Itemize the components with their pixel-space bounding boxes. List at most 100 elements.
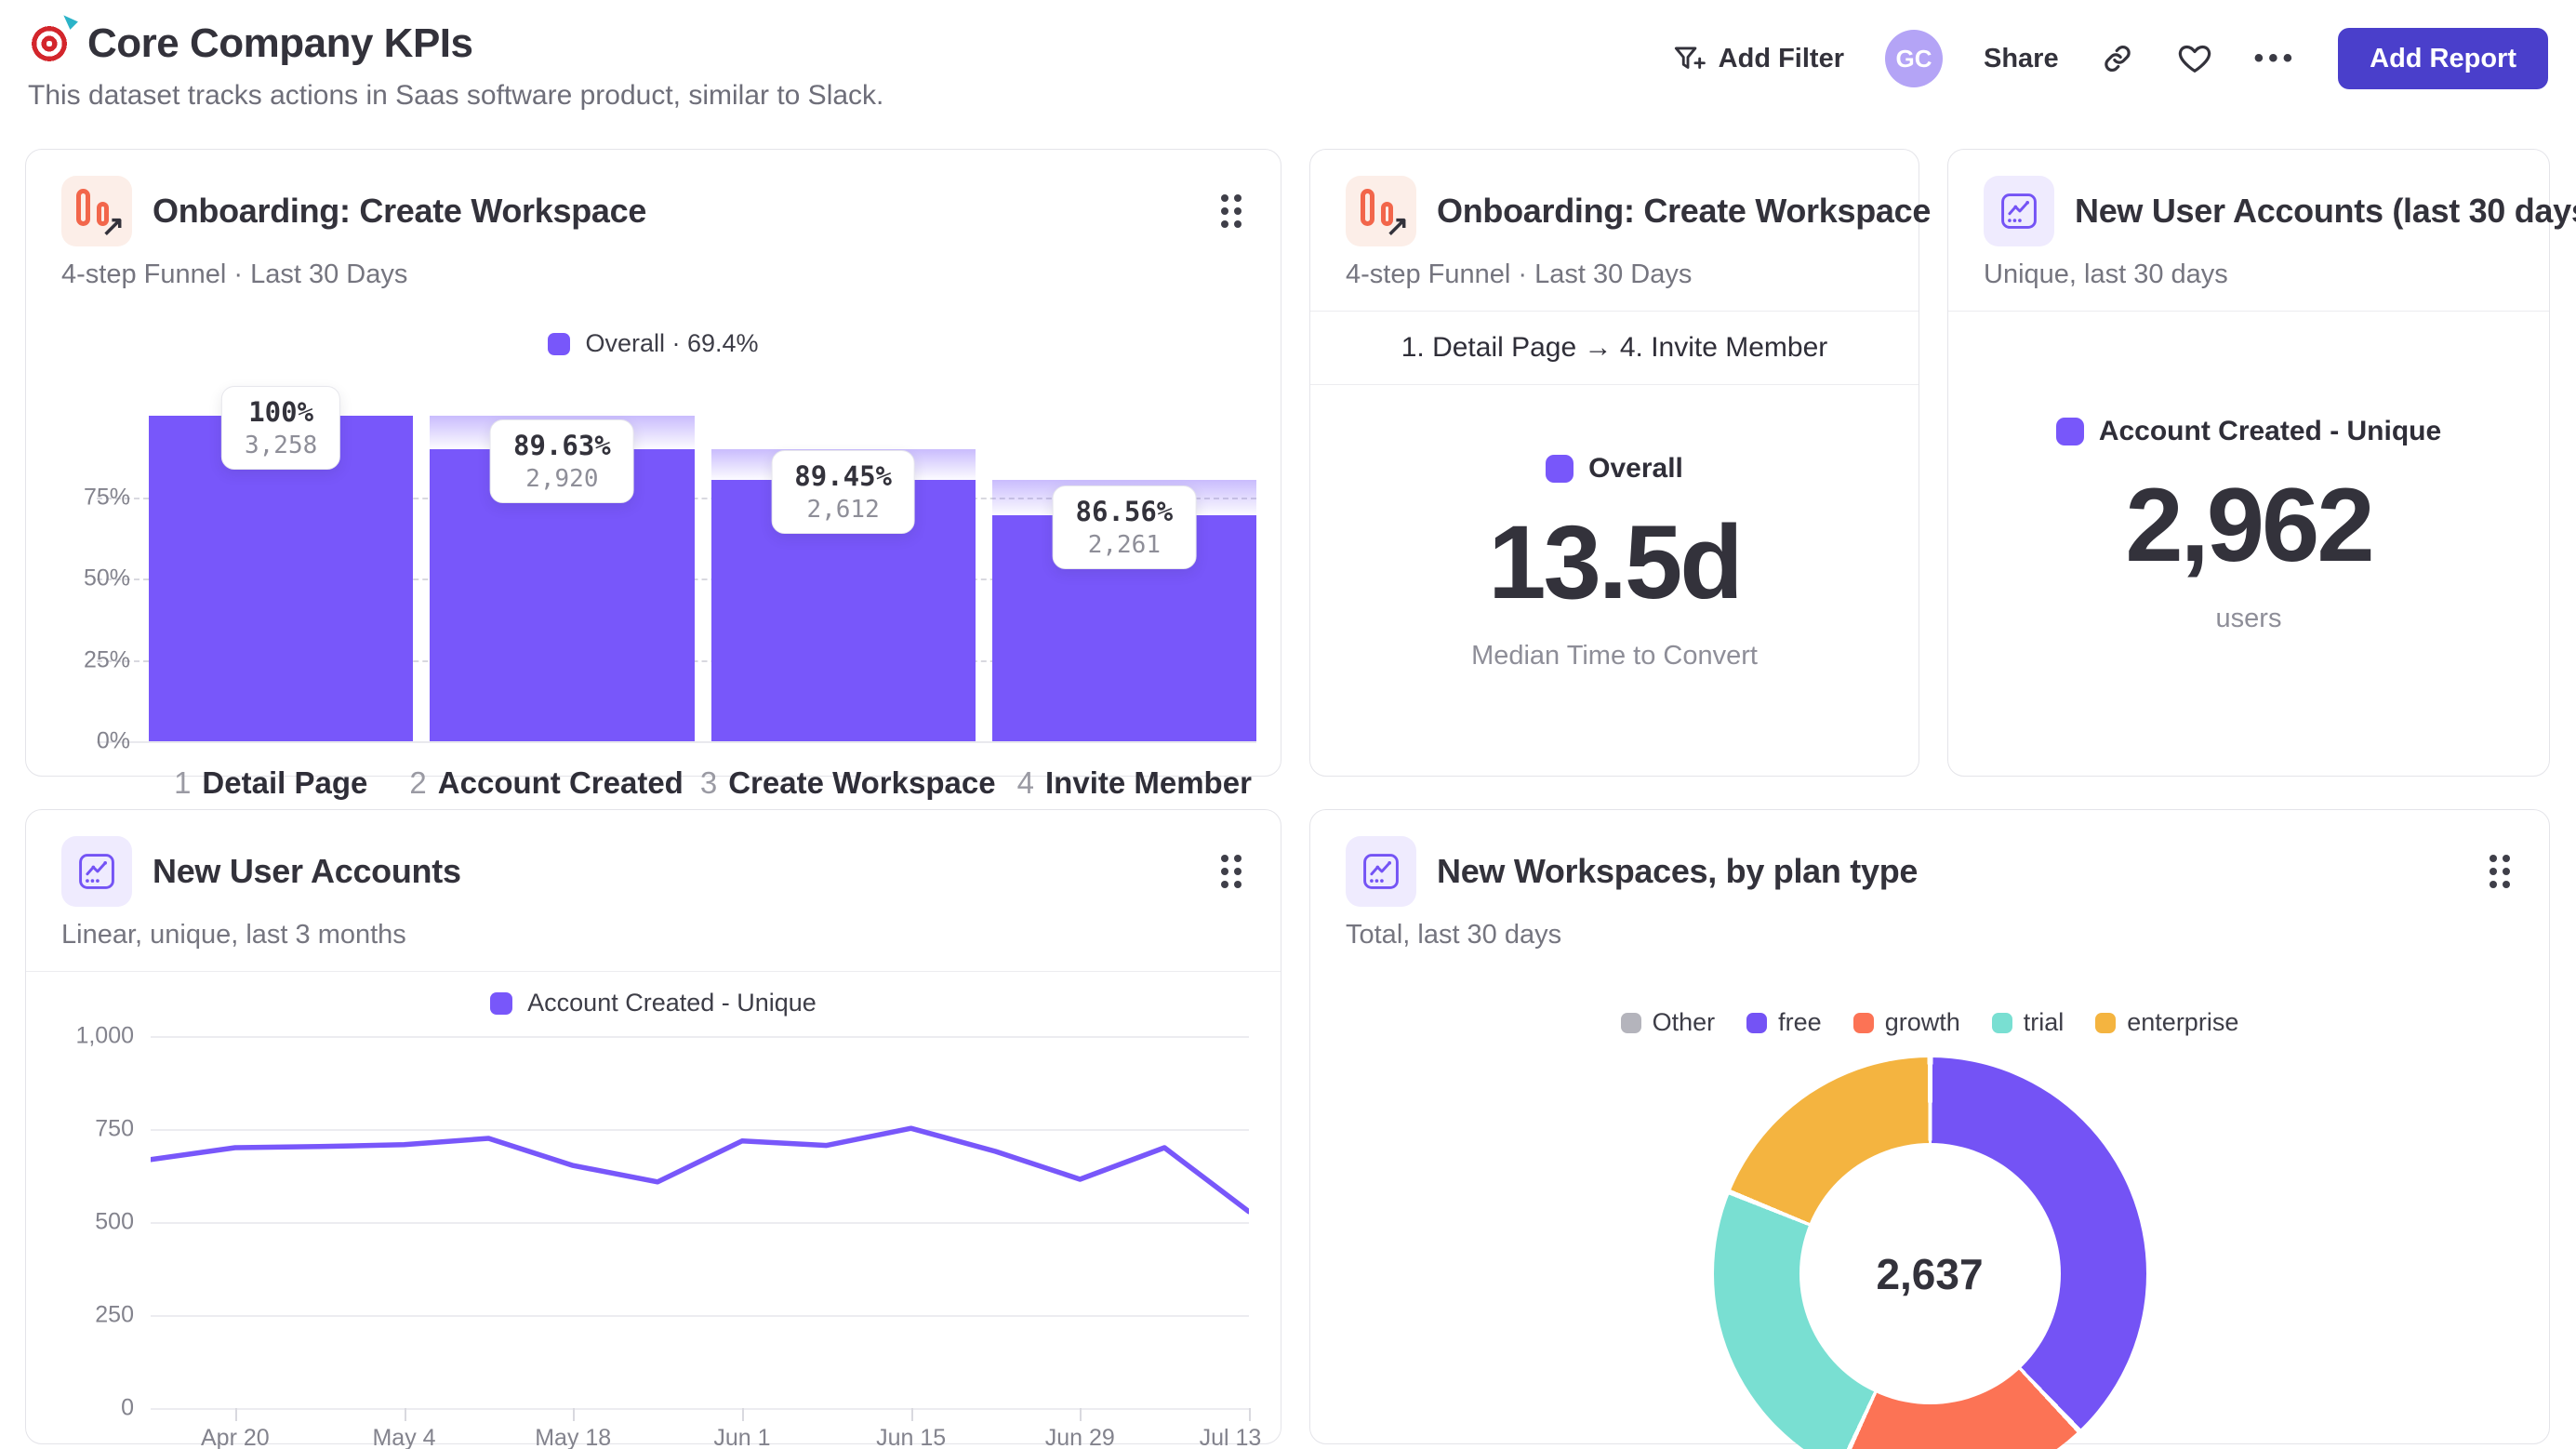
card-title: New Workspaces, by plan type (1437, 852, 1919, 890)
card-subtitle: Total, last 30 days (1346, 920, 1562, 950)
metric-legend[interactable]: Overall (1546, 453, 1683, 485)
funnel-bars: 100% 3,258 89.63% 2,920 89.45% 2,612 86.56% 2,2… (149, 386, 1256, 741)
metric-value: 2,962 (2125, 467, 2374, 583)
funnel-bar[interactable]: 86.56% 2,261 (991, 416, 1256, 741)
gridline (97, 741, 1256, 743)
card-subtitle: 4-step Funnel · Last 30 Days (1346, 259, 1693, 289)
legend-chip (1546, 454, 1574, 483)
card-median-time: ↗ Onboarding: Create Workspace 4-step Fu… (1309, 149, 1976, 777)
drag-handle-icon[interactable] (2486, 851, 2514, 892)
page-header: Core Company KPIs This dataset tracks ac… (0, 0, 2576, 149)
legend-chip (1746, 1012, 1768, 1033)
legend-item-other[interactable]: Other (1620, 1008, 1716, 1037)
funnel-bar[interactable]: 100% 3,258 (149, 386, 414, 741)
legend-chip (2055, 418, 2084, 445)
y-axis-label: 500 (95, 1208, 134, 1235)
card-title: New User Accounts (153, 852, 461, 890)
funnel-step-labels: 1 Detail Page 2 Account Created 3 Create Work… (149, 765, 1256, 801)
funnel-step-label: 3 Create Workspace (699, 765, 996, 800)
x-axis-tick (404, 1408, 406, 1421)
favorite-heart-icon[interactable] (2176, 40, 2213, 77)
x-axis-tick (910, 1408, 913, 1421)
funnel-step-label: 2 Account Created (409, 765, 684, 800)
x-axis-label: Apr 20 (201, 1425, 270, 1449)
card-new-user-accounts-30d: New User Accounts (last 30 days) Unique,… (1947, 149, 2576, 777)
funnel-report-icon: ↗ (1346, 176, 1416, 246)
funnel-step-label: 4 Invite Member (1016, 765, 1252, 800)
target-emoji-icon (28, 22, 71, 65)
line-chart[interactable]: 0 250 500 750 1,000 Apr 20 May 4 May 18 Jun 1 Jun… (52, 1023, 1261, 1449)
insights-report-icon (1346, 836, 1416, 907)
legend-label: trial (2023, 1008, 2065, 1036)
funnel-value-label: 89.45% 2,612 (771, 450, 916, 535)
legend-item-free[interactable]: free (1746, 1008, 1822, 1037)
legend-item-enterprise[interactable]: enterprise (2095, 1008, 2238, 1037)
divider (26, 971, 1281, 972)
y-axis-label: 50% (83, 565, 130, 592)
y-axis-label: 75% (83, 484, 130, 510)
x-axis-tick (741, 1408, 744, 1421)
funnel-bar[interactable]: 89.45% 2,612 (710, 416, 976, 741)
card-onboarding-funnel: ↗ Onboarding: Create Workspace 4-step Fu… (25, 149, 1281, 800)
add-filter-button[interactable]: Add Filter (1670, 41, 1844, 76)
funnel-value-label: 86.56% 2,261 (1052, 485, 1197, 570)
filter-plus-icon (1670, 41, 1706, 76)
divider (1948, 311, 2549, 312)
drag-handle-icon[interactable] (1217, 191, 1245, 232)
legend-chip (1852, 1012, 1874, 1033)
page-title: Core Company KPIs (87, 20, 473, 66)
more-options-button[interactable]: ••• (2253, 43, 2298, 73)
funnel-chart[interactable]: 0% 25% 50% 75% 100% 3,258 89.63% 2,920 89.45% 2,6… (50, 386, 1256, 754)
card-subtitle: Unique, last 30 days (1984, 259, 2228, 289)
insights-report-icon (61, 836, 132, 907)
x-axis-tick (1249, 1408, 1251, 1421)
avatar[interactable]: GC (1885, 30, 1943, 87)
y-axis-label: 25% (83, 646, 130, 672)
y-axis-label: 750 (95, 1115, 134, 1142)
card-title: New User Accounts (last 30 days) (2075, 192, 2576, 230)
y-axis-label: 0% (96, 727, 130, 754)
page-subtitle: This dataset tracks actions in Saas soft… (28, 80, 884, 111)
legend-chip (490, 991, 513, 1015)
funnel-report-icon: ↗ (61, 176, 132, 246)
legend-item-trial[interactable]: trial (1991, 1008, 2065, 1037)
share-button[interactable]: Share (1984, 43, 2059, 73)
funnel-bar[interactable]: 89.63% 2,920 (430, 416, 695, 741)
x-axis-tick (573, 1408, 576, 1421)
y-axis-label: 1,000 (75, 1022, 134, 1049)
line-legend[interactable]: Account Created - Unique (52, 989, 1255, 1017)
x-axis-tick (1080, 1408, 1082, 1421)
gridline (151, 1129, 1249, 1131)
gridline (151, 1408, 1249, 1410)
legend-item-growth[interactable]: growth (1852, 1008, 1960, 1037)
x-axis-tick (234, 1408, 237, 1421)
legend-chip (548, 332, 571, 355)
legend-label: growth (1884, 1008, 1960, 1036)
add-report-button[interactable]: Add Report (2338, 28, 2548, 89)
drag-handle-icon[interactable] (1217, 851, 1245, 892)
gridline (151, 1036, 1249, 1038)
gridline (151, 1222, 1249, 1224)
funnel-value-label: 89.63% 2,920 (489, 419, 634, 504)
donut-center: 2,637 (1799, 1143, 2061, 1404)
card-new-workspaces-by-plan: New Workspaces, by plan type Total, last… (1309, 809, 2550, 1449)
funnel-range-band: 1. Detail Page → 4. Invite Member (1310, 312, 1919, 385)
legend-chip (1620, 1012, 1641, 1033)
x-axis-label: Jun 1 (713, 1425, 771, 1449)
metric-legend[interactable]: Account Created - Unique (2055, 416, 2441, 447)
card-subtitle: 4-step Funnel · Last 30 Days (61, 259, 408, 289)
metric-value: 13.5d (1488, 503, 1743, 620)
copy-link-icon[interactable] (2100, 41, 2135, 76)
donut-legend: Other free growth trial enterprise (1620, 1008, 2238, 1037)
y-axis-label: 0 (121, 1394, 134, 1421)
funnel-legend[interactable]: Overall · 69.4% (50, 329, 1256, 358)
legend-chip (1991, 1012, 2012, 1033)
x-axis-label: Jun 15 (876, 1425, 947, 1449)
dashboard-grid: ↗ Onboarding: Create Workspace 4-step Fu… (0, 149, 2576, 1449)
card-subtitle: Linear, unique, last 3 months (61, 920, 406, 950)
card-title: Onboarding: Create Workspace (1437, 192, 1932, 230)
line-series[interactable] (151, 1036, 1249, 1408)
insights-report-icon (1984, 176, 2054, 246)
funnel-value-label: 100% 3,258 (220, 386, 341, 470)
legend-label: Other (1652, 1008, 1716, 1036)
